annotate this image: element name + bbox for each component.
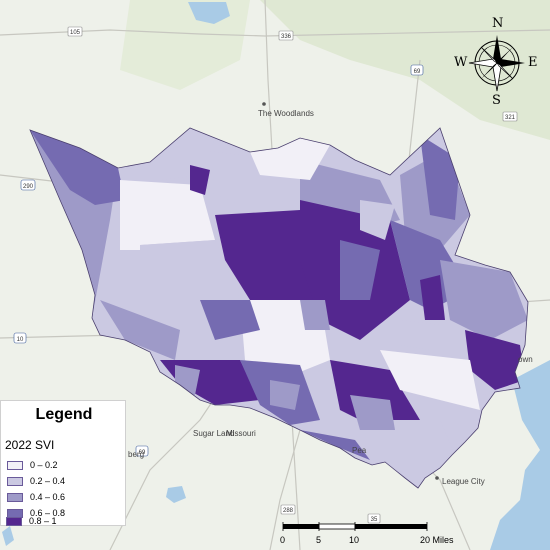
lake bbox=[188, 2, 230, 24]
scale-tick-label: 5 bbox=[316, 535, 322, 545]
highway-shields: 105 336 69 321 290 10 69 288 35 bbox=[13, 26, 518, 524]
svg-text:288: 288 bbox=[283, 508, 294, 514]
svg-text:336: 336 bbox=[281, 34, 292, 40]
scale-tick-label: 20 Miles bbox=[420, 535, 454, 545]
legend-swatch bbox=[7, 476, 23, 486]
place-label-own: own bbox=[518, 355, 533, 364]
legend-swatch bbox=[6, 516, 22, 526]
highway-shield: 35 bbox=[367, 513, 381, 524]
legend-item-overflow: 0.8 – 1 bbox=[6, 515, 57, 527]
legend-item-label: 0 – 0.2 bbox=[30, 460, 58, 470]
place-label-league-city: League City bbox=[442, 477, 485, 486]
legend-item-label: 0.4 – 0.6 bbox=[30, 492, 66, 502]
svg-text:290: 290 bbox=[23, 184, 34, 190]
lake bbox=[166, 486, 186, 503]
svg-text:35: 35 bbox=[371, 517, 378, 523]
svg-text:69: 69 bbox=[139, 450, 146, 456]
highway-shield: 288 bbox=[280, 504, 296, 515]
scale-bar-graphic bbox=[282, 522, 428, 531]
compass-south: S bbox=[492, 93, 501, 108]
legend-swatch bbox=[7, 492, 23, 502]
county-boundary bbox=[29, 127, 529, 489]
place-label-missouri: Missouri bbox=[226, 429, 256, 438]
place-label-pea: Pea bbox=[352, 446, 367, 455]
compass-north: N bbox=[492, 16, 504, 31]
legend-item: 0.4 – 0.6 bbox=[7, 491, 65, 503]
highway-shield: 105 bbox=[67, 26, 83, 37]
north-arrow: N S E W bbox=[452, 16, 542, 108]
scale-tick-label: 0 bbox=[280, 535, 286, 545]
legend-item: 0 – 0.2 bbox=[7, 459, 58, 471]
legend: Legend 2022 SVI 0 – 0.2 0.2 – 0.4 0.4 – … bbox=[0, 400, 126, 526]
highway-shield: 69 bbox=[135, 445, 149, 457]
legend-swatch bbox=[7, 460, 23, 470]
highway-shield: 321 bbox=[502, 111, 518, 122]
scale-tick-label: 10 bbox=[349, 535, 360, 545]
highway-shield: 10 bbox=[13, 332, 27, 344]
legend-item: 0.2 – 0.4 bbox=[7, 475, 65, 487]
svg-text:321: 321 bbox=[505, 115, 516, 121]
svg-text:69: 69 bbox=[414, 69, 421, 75]
svg-text:10: 10 bbox=[17, 337, 24, 343]
highway-shield: 69 bbox=[410, 64, 424, 76]
legend-item-label: 0.8 – 1 bbox=[29, 516, 57, 526]
legend-item-label: 0.2 – 0.4 bbox=[30, 476, 66, 486]
place-label-sugar-land: Sugar Land bbox=[193, 429, 234, 438]
place-label-the-woodlands: The Woodlands bbox=[258, 109, 314, 118]
place-labels: The Woodlands Sugar Land Missouri League… bbox=[128, 102, 533, 486]
lake bbox=[2, 526, 14, 546]
highway-shield: 336 bbox=[278, 30, 294, 41]
compass-east: E bbox=[528, 55, 538, 70]
svg-text:105: 105 bbox=[70, 30, 81, 36]
bay-water bbox=[490, 360, 550, 550]
legend-subtitle: 2022 SVI bbox=[5, 438, 55, 452]
legend-item-label: 0.6 – 0.8 bbox=[30, 508, 66, 518]
legend-title: Legend bbox=[35, 406, 93, 423]
forest-area bbox=[120, 0, 250, 90]
highway-shield: 290 bbox=[20, 179, 36, 191]
compass-rose-icon bbox=[468, 35, 525, 92]
place-label-berg: berg bbox=[128, 450, 144, 459]
scale-bar: 0 5 10 20 Miles bbox=[275, 520, 454, 550]
compass-west: W bbox=[454, 55, 468, 70]
